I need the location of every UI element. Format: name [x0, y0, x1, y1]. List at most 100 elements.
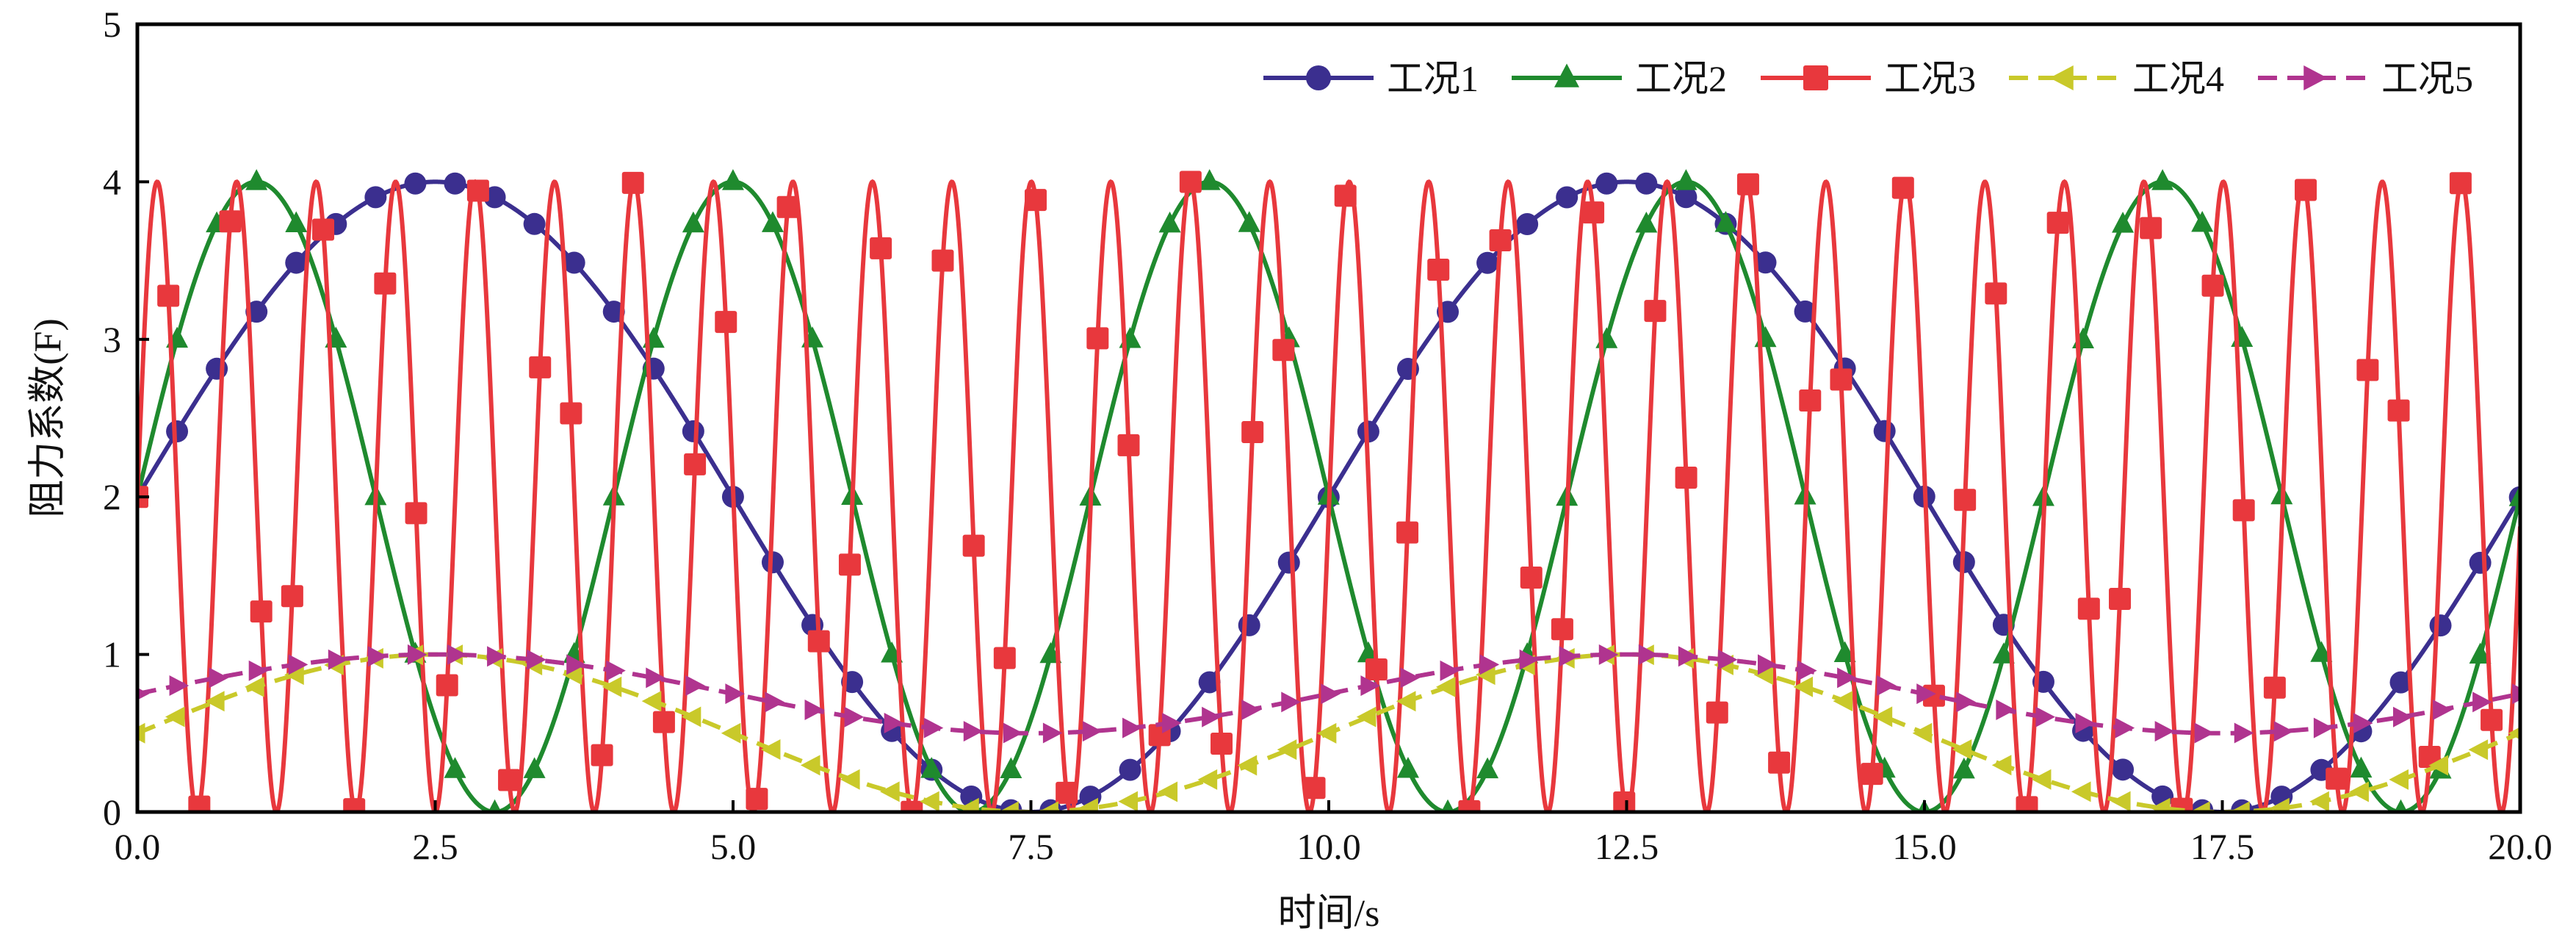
series-5-point — [1122, 717, 1142, 739]
legend-item-3: 工况3 — [1761, 58, 1976, 99]
series-5-point — [1797, 660, 1817, 681]
series-1-point — [404, 172, 427, 195]
series-1-point — [1119, 758, 1141, 781]
series-3-point — [1830, 368, 1852, 391]
series-2-point — [2310, 641, 2333, 662]
series-1-point — [761, 551, 784, 574]
series-5-point — [1916, 683, 1936, 705]
series-3-point — [807, 630, 830, 653]
legend-label: 工况5 — [2381, 58, 2473, 99]
series-5-point — [1003, 722, 1023, 744]
y-axis-label: 阻力系数(F) — [27, 318, 69, 518]
series-1-point — [2429, 614, 2452, 637]
series-4-point — [1356, 706, 1377, 727]
series-2-point — [1000, 757, 1022, 779]
series-5-point — [1837, 667, 1857, 689]
series-4-point — [2309, 791, 2329, 812]
series-3-point — [993, 647, 1016, 669]
series-5-point — [1638, 644, 1659, 665]
series-5-point — [1559, 646, 1579, 667]
series-5-point — [2353, 713, 2373, 734]
series-5-point — [1479, 654, 1500, 675]
series-1-point — [1277, 551, 1300, 574]
series-4-point — [800, 755, 820, 776]
x-tick-label: 17.5 — [2190, 826, 2255, 867]
y-tick-label: 2 — [103, 476, 121, 517]
series-5-point — [804, 699, 825, 720]
series-3-point — [1551, 618, 1573, 641]
series-4-point — [2389, 769, 2409, 790]
legend-marker — [2049, 65, 2074, 90]
series-4-point — [681, 706, 701, 727]
series-3-point — [838, 553, 861, 576]
series-5-point — [447, 644, 467, 665]
series-4-point — [1435, 676, 1456, 697]
series-5-point — [248, 660, 269, 681]
series-3-point — [1768, 751, 1791, 774]
series-5-point — [725, 683, 746, 705]
legend-marker — [1306, 65, 1331, 90]
series-4-point — [1475, 664, 1496, 686]
series-4-point — [1912, 722, 1933, 744]
series-3-point — [2077, 597, 2100, 620]
series-3-point — [1613, 791, 1636, 812]
series-4-point — [2508, 727, 2520, 740]
series-3-point — [1799, 389, 1822, 412]
series-2-point — [1238, 211, 1260, 232]
legend-label: 工况1 — [1387, 58, 1479, 99]
series-5-point — [328, 649, 348, 670]
series-2-point — [2394, 799, 2408, 812]
ticks-layer: 0.0 2.5 5.0 7.5 10.0 12.5 15.0 17.5 20.0 0 1 2 3 4 5 — [103, 4, 2552, 867]
series-4-point — [1872, 706, 1893, 727]
legend-marker — [1803, 65, 1828, 90]
series-3-point — [652, 711, 675, 733]
series-3-point — [498, 769, 521, 791]
series-3-point — [2387, 399, 2410, 422]
series-3-point — [2140, 217, 2162, 240]
series-3-point — [1582, 201, 1605, 224]
x-tick-label: 20.0 — [2488, 826, 2552, 867]
series-5-point — [606, 660, 626, 681]
series-3-point — [2356, 359, 2379, 381]
series-1-point — [1595, 172, 1618, 195]
series-5-point — [963, 721, 984, 742]
y-tick-label: 0 — [103, 791, 121, 833]
series-3-point — [312, 218, 335, 241]
series-3 — [137, 170, 2520, 812]
series-2-point — [721, 169, 744, 190]
y-tick-label: 4 — [103, 161, 121, 202]
series-3-point — [1334, 184, 1357, 207]
series-4-point — [721, 722, 741, 744]
series-5-point — [407, 644, 427, 665]
series-3-point — [1489, 229, 1512, 252]
series-4-point — [959, 797, 979, 812]
series-3-point — [281, 585, 303, 608]
series-4-point — [2110, 791, 2131, 812]
series-4-point — [1991, 755, 2012, 776]
series-3-point — [219, 210, 242, 233]
series-1-point — [1754, 251, 1777, 274]
series-1-point — [285, 251, 308, 274]
series-5-point — [2472, 691, 2492, 713]
series-4-point — [760, 739, 781, 761]
series-3-point — [684, 453, 707, 475]
series-1-point — [483, 186, 506, 209]
x-tick-label: 2.5 — [412, 826, 458, 867]
series-4-point — [1158, 781, 1178, 802]
series-5-point — [487, 646, 507, 667]
series-1-point — [444, 172, 466, 195]
series-5-point — [685, 675, 705, 697]
series-1-point — [602, 301, 625, 323]
series-5-point — [1042, 722, 1063, 744]
series-5-point — [884, 713, 904, 734]
series-2-point — [682, 211, 704, 233]
series-3-point — [2481, 708, 2503, 731]
series-3-point — [1520, 567, 1543, 589]
series-3-point — [1891, 176, 1914, 199]
legend-label: 工况4 — [2132, 58, 2224, 99]
series-5-point — [1082, 721, 1103, 742]
series-3-point — [1241, 420, 1264, 443]
series-4-point — [2349, 781, 2369, 802]
series-3-point — [1086, 327, 1109, 350]
series-3-point — [901, 800, 923, 812]
